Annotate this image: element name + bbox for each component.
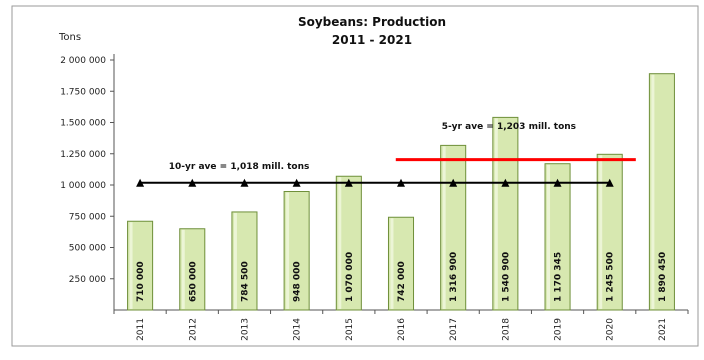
- y-tick-label: 1.250 000: [60, 150, 106, 160]
- x-tick-label: 2020: [606, 318, 616, 341]
- y-tick-label: 2 000 000: [60, 56, 106, 66]
- x-tick-label: 2016: [397, 318, 407, 341]
- x-tick-label: 2015: [345, 318, 355, 341]
- average-marker: [344, 178, 353, 187]
- bar-value-label: 742 000: [397, 261, 407, 302]
- x-tick-label: 2019: [554, 318, 564, 341]
- bar-highlight: [286, 192, 290, 309]
- bar-highlight: [547, 164, 551, 309]
- average-marker: [605, 178, 614, 187]
- y-axis-label: Tons: [58, 32, 81, 43]
- chart-subtitle: 2011 - 2021: [332, 33, 412, 47]
- bar-highlight: [338, 177, 342, 309]
- y-tick-label: 500 000: [69, 244, 106, 254]
- average-marker: [292, 178, 301, 187]
- average-marker: [240, 178, 249, 187]
- x-tick-label: 2012: [188, 318, 198, 341]
- bars-group: 710 000 650 000 784 500 948 000 1 070 000 742…: [127, 73, 675, 311]
- y-tick-label: 1.750 000: [60, 87, 106, 97]
- axes-group: 250 000 500 000 750 000 1 000 000 1.250 000 1…: [60, 54, 689, 341]
- y-tick-label: 250 000: [69, 275, 106, 285]
- average-marker: [501, 178, 510, 187]
- bar-value-label: 1 316 900: [449, 252, 459, 302]
- x-tick-label: 2014: [293, 318, 303, 341]
- bar-highlight: [181, 229, 185, 309]
- bar-value-label: 784 500: [240, 261, 250, 302]
- bar-highlight: [599, 155, 603, 309]
- average-marker: [188, 178, 197, 187]
- ten-year-average-label: 10-yr ave = 1,018 mill. tons: [169, 162, 310, 172]
- chart-title: Soybeans: Production: [298, 15, 446, 29]
- bar-highlight: [129, 222, 133, 309]
- x-tick-label: 2013: [240, 318, 250, 341]
- y-tick-label: 1 000 000: [60, 181, 106, 191]
- average-marker: [449, 178, 458, 187]
- bar-value-label: 1 540 900: [501, 252, 511, 302]
- average-marker: [397, 178, 405, 187]
- average-marker: [553, 178, 562, 187]
- bar-highlight: [390, 218, 394, 309]
- x-tick-label: 2017: [449, 318, 459, 341]
- bar-value-label: 1 070 000: [345, 252, 355, 302]
- x-tick-label: 2011: [136, 318, 146, 341]
- bar-highlight: [233, 212, 237, 309]
- x-tick-label: 2021: [658, 318, 668, 341]
- five-year-average-label: 5-yr ave = 1,203 mill. tons: [442, 122, 576, 132]
- average-lines-group: 10-yr ave = 1,018 mill. tons 5-yr ave = 1…: [136, 122, 636, 187]
- y-tick-label: 750 000: [69, 212, 106, 222]
- x-tick-label: 2018: [501, 318, 511, 341]
- bar-value-label: 948 000: [293, 261, 303, 302]
- bar-highlight: [442, 146, 446, 309]
- bar-value-label: 1 890 450: [658, 252, 668, 302]
- bar-highlight: [651, 74, 655, 309]
- average-marker: [136, 178, 145, 187]
- bar-value-label: 710 000: [136, 261, 146, 302]
- y-tick-label: 1.500 000: [60, 119, 106, 129]
- bar-value-label: 650 000: [188, 261, 198, 302]
- bar-value-label: 1 170 345: [554, 252, 564, 302]
- bar-value-label: 1 245 500: [606, 252, 616, 302]
- bar-highlight: [494, 118, 498, 309]
